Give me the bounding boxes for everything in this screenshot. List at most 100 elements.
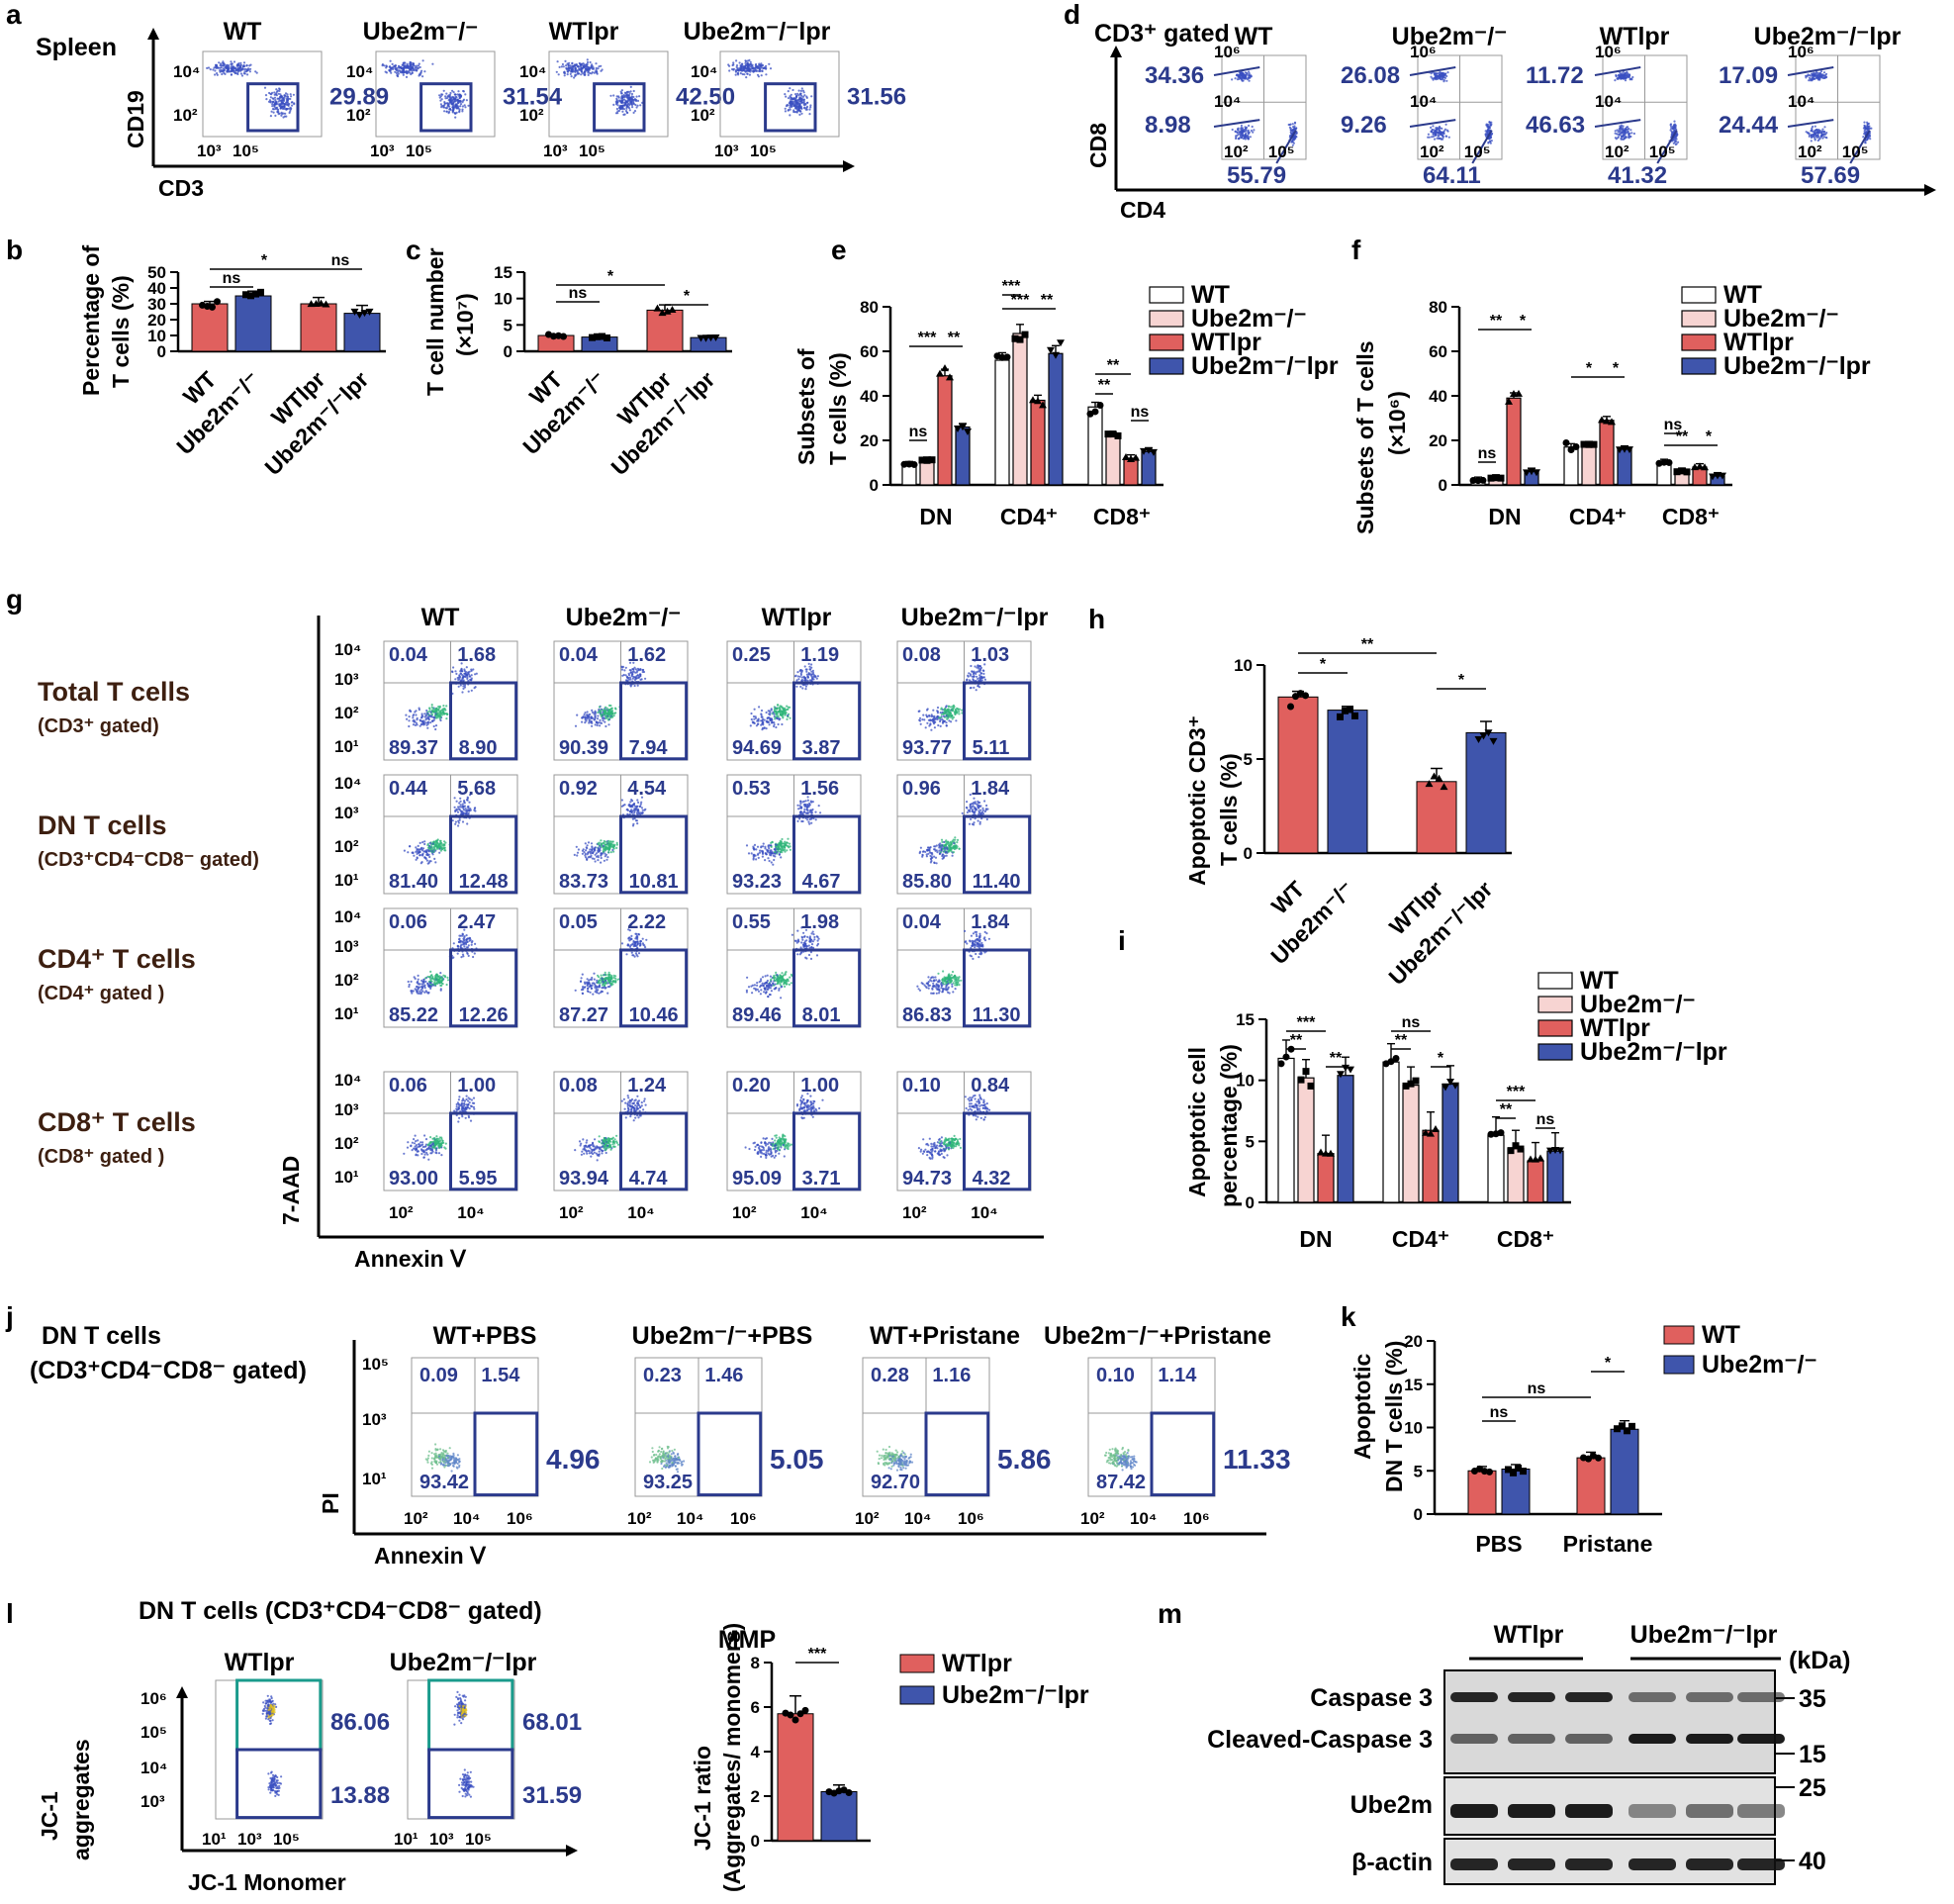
- event-dot: [1814, 132, 1816, 135]
- event-dot: [935, 844, 938, 847]
- event-dot: [434, 977, 437, 980]
- event-dot: [452, 91, 455, 94]
- event-dot: [1247, 134, 1250, 137]
- event-dot: [944, 851, 947, 854]
- event-dot: [1813, 135, 1815, 138]
- event-dot: [787, 714, 790, 717]
- event-dot: [571, 68, 574, 71]
- event-dot: [777, 722, 780, 726]
- event-dot: [966, 810, 970, 814]
- event-dot: [1438, 137, 1441, 141]
- event-dot: [1442, 75, 1444, 78]
- event-dot: [629, 669, 632, 672]
- event-dot: [815, 677, 818, 680]
- event-dot: [605, 858, 608, 861]
- event-dot: [734, 69, 738, 72]
- event-dot: [966, 679, 969, 682]
- event-dot: [786, 104, 789, 107]
- event-dot: [456, 810, 460, 813]
- event-dot: [454, 809, 457, 812]
- event-dot: [624, 666, 627, 669]
- scatter-dots: [407, 928, 478, 996]
- a-ytick: 10⁴: [346, 62, 373, 81]
- d-cd4-value-3: 57.69: [1801, 162, 1860, 189]
- event-dot: [240, 74, 244, 77]
- panel-label-j: j: [5, 1301, 14, 1332]
- event-dot: [1434, 134, 1437, 138]
- event-dot: [970, 686, 973, 690]
- event-dot: [641, 811, 644, 814]
- event-dot: [222, 60, 225, 63]
- event-dot: [566, 62, 569, 65]
- event-dot: [454, 97, 457, 100]
- event-dot: [425, 851, 428, 854]
- event-dot: [1445, 129, 1448, 132]
- event-dot: [583, 714, 586, 716]
- event-dot: [269, 92, 272, 95]
- a-ylabel: CD19: [123, 90, 148, 148]
- event-dot: [978, 820, 981, 823]
- event-dot: [461, 820, 465, 823]
- event-dot: [948, 705, 951, 708]
- event-dot: [936, 706, 940, 710]
- event-dot: [269, 115, 272, 118]
- event-dot: [1442, 80, 1445, 83]
- event-dot: [944, 844, 948, 847]
- event-dot: [219, 69, 222, 72]
- event-dot: [760, 713, 763, 715]
- j-ylabel: PI: [318, 1492, 343, 1514]
- event-dot: [978, 677, 981, 681]
- event-dot: [430, 843, 433, 846]
- event-dot: [765, 73, 768, 76]
- event-dot: [928, 714, 931, 717]
- event-dot: [630, 92, 634, 96]
- event-dot: [569, 72, 572, 75]
- event-dot: [572, 70, 575, 73]
- event-dot: [451, 101, 455, 104]
- event-dot: [419, 854, 421, 857]
- event-dot: [947, 840, 950, 843]
- event-dot: [471, 940, 474, 943]
- event-dot: [958, 710, 961, 714]
- band-label-actin: β-actin: [1351, 1849, 1433, 1876]
- event-dot: [451, 98, 454, 101]
- event-dot: [460, 806, 463, 809]
- event-dot: [1430, 126, 1433, 129]
- event-dot: [1290, 141, 1293, 143]
- j-label2: (CD3⁺CD4⁻CD8⁻ gated): [30, 1357, 307, 1384]
- event-dot: [632, 98, 635, 102]
- event-dot: [970, 817, 973, 821]
- event-dot: [454, 670, 457, 673]
- event-dot: [445, 107, 448, 110]
- event-dot: [635, 95, 638, 98]
- event-dot: [776, 708, 779, 711]
- event-dot: [639, 678, 642, 681]
- event-dot: [1432, 135, 1435, 139]
- event-dot: [753, 848, 756, 851]
- event-dot: [933, 848, 937, 851]
- event-dot: [1865, 139, 1868, 142]
- event-dot: [1240, 77, 1243, 80]
- event-dot: [418, 709, 420, 712]
- event-dot: [432, 710, 435, 713]
- event-dot: [470, 677, 473, 680]
- event-dot: [749, 724, 752, 727]
- event-dot: [270, 110, 273, 113]
- event-dot: [954, 712, 957, 714]
- event-dot: [235, 68, 238, 71]
- panel-label-f: f: [1351, 235, 1361, 265]
- event-dot: [443, 110, 446, 113]
- event-dot: [972, 679, 976, 682]
- event-dot: [1430, 72, 1433, 75]
- event-dot: [1811, 78, 1814, 81]
- event-dot: [271, 101, 274, 104]
- event-dot: [622, 804, 625, 808]
- event-dot: [794, 93, 797, 96]
- event-dot: [420, 983, 423, 986]
- event-dot: [449, 91, 452, 95]
- event-dot: [978, 805, 981, 809]
- event-dot: [1814, 135, 1817, 138]
- event-dot: [933, 855, 936, 858]
- event-dot: [593, 718, 596, 721]
- event-dot: [1484, 133, 1487, 136]
